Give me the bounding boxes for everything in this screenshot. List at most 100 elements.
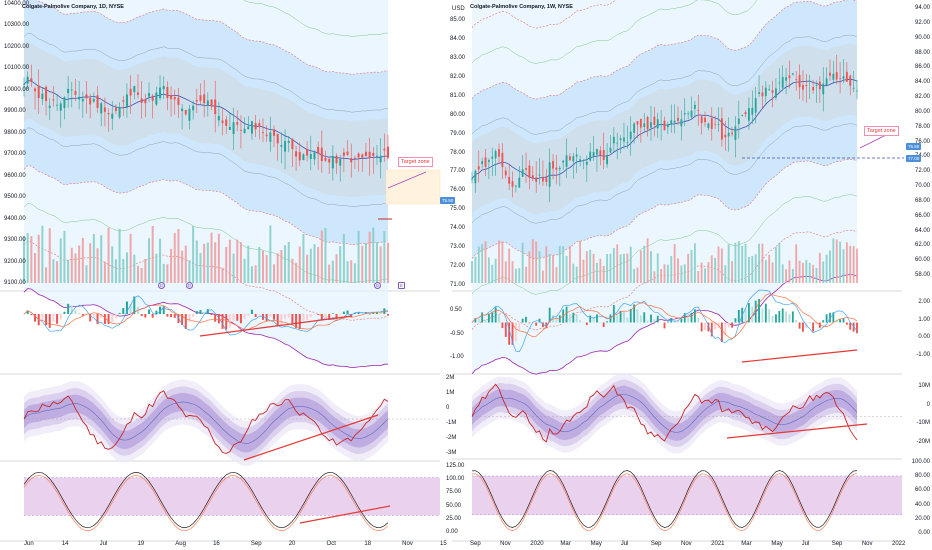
dividend-badge[interactable]: D (374, 282, 381, 289)
price-axis-label: 9300.00 (4, 237, 26, 244)
price-axis-label: 66.00 (914, 212, 930, 219)
macd-histogram-bar (254, 314, 257, 317)
macd-histogram-bar (284, 314, 287, 320)
candle-body (89, 97, 92, 105)
volume-bar (155, 253, 158, 283)
volume-bar (67, 259, 70, 283)
volume-bar (700, 262, 703, 283)
macd-histogram-bar (795, 320, 798, 323)
candle-body (188, 108, 191, 121)
candle-body (357, 153, 360, 158)
candle-body (342, 152, 345, 156)
time-axis-label: 2021 (711, 541, 725, 547)
macd-histogram-bar (41, 314, 44, 320)
candle-body (768, 89, 771, 91)
time-axis-label: 14 (61, 541, 69, 547)
candle-body (565, 155, 568, 167)
macd-histogram-bar (313, 314, 316, 315)
macd-histogram-bar (474, 318, 477, 323)
left-chart-canvas[interactable] (0, 0, 450, 550)
divergence-line-macd (199, 315, 353, 337)
volume-bar (795, 244, 798, 283)
candle-body (474, 170, 477, 184)
candle-body (623, 137, 625, 142)
price-axis-label: 10000.00 (4, 86, 30, 93)
macd-histogram-bar (280, 314, 283, 326)
price-axis-label: 83.00 (450, 54, 466, 61)
volume-bar (626, 253, 629, 283)
volume-bar (481, 244, 484, 283)
macd-histogram-bar (666, 321, 669, 323)
volume-bar (206, 242, 209, 283)
volume-bar (372, 227, 375, 283)
right-chart-canvas[interactable] (452, 0, 932, 550)
envelope-band-upper (471, 34, 858, 135)
volume-bar (107, 227, 110, 283)
volume-bar (236, 239, 239, 283)
price-axis-label: 81.00 (450, 92, 466, 99)
candle-body (633, 123, 636, 133)
dividend-badge[interactable]: D (186, 282, 193, 289)
volume-bar (269, 225, 272, 283)
dividend-badge[interactable]: D (158, 282, 165, 289)
volume-bar (704, 268, 706, 283)
volume-bar (832, 238, 835, 283)
macd-histogram-bar (339, 314, 342, 315)
divergence-line-stochastic (299, 505, 391, 524)
macd-histogram-bar (477, 318, 480, 323)
envelope-band-lower (23, 288, 388, 369)
macd-histogram-bar (565, 306, 568, 323)
time-axis-label: 16 (213, 541, 220, 547)
candle-body (107, 113, 110, 115)
left-chart-panel[interactable]: Colgate-Palmolive Company, 1D, NYSE 1040… (0, 0, 464, 550)
macd-histogram-bar (335, 314, 338, 320)
price-axis-label: 84.00 (914, 79, 930, 86)
candle-body (666, 124, 669, 127)
volume-bar (320, 230, 323, 283)
volume-bar (639, 250, 642, 283)
macd-histogram-bar (690, 312, 693, 323)
right-price-tag-secondary: 77.00 (906, 155, 922, 162)
volume-bar (636, 267, 639, 283)
volume-bar (781, 264, 784, 283)
volume-bar (331, 260, 334, 283)
volume-bar (217, 233, 220, 283)
macd-histogram-bar (616, 314, 619, 323)
price-axis-label: 73.00 (450, 244, 466, 251)
candle-body (761, 92, 764, 97)
volume-bar (835, 239, 838, 283)
candle-body (731, 132, 733, 135)
stochastic-axis-label: 100.00 (911, 459, 930, 465)
volume-bar (531, 239, 534, 283)
candle-body (81, 98, 84, 102)
candle-body (302, 154, 305, 160)
pvt-line (471, 383, 858, 443)
macd-histogram-bar (247, 314, 250, 316)
volume-bar (192, 226, 195, 283)
macd-histogram-bar (92, 314, 95, 317)
macd-histogram-bar (199, 310, 202, 314)
macd-histogram-bar (177, 314, 180, 324)
volume-bar (232, 253, 235, 283)
candle-body (822, 83, 825, 95)
candle-body (203, 94, 206, 104)
volume-bar (30, 236, 33, 283)
macd-histogram-bar (663, 322, 666, 329)
volume-bar (357, 230, 360, 283)
macd-histogram-bar (188, 314, 191, 322)
volume-bar (243, 258, 246, 283)
earnings-flag[interactable]: E (398, 282, 405, 289)
right-chart-panel[interactable]: Colgate-Palmolive Company, 1W, NYSE USD … (450, 0, 932, 550)
volume-bar (808, 262, 811, 283)
candle-body (646, 117, 649, 130)
macd-histogram-bar (845, 322, 848, 325)
envelope-band-lower (471, 194, 858, 295)
price-axis-label: 76.00 (914, 138, 930, 145)
candle-body (22, 84, 26, 85)
volume-bar (542, 270, 544, 283)
macd-histogram-bar (731, 322, 733, 328)
macd-histogram-bar (575, 314, 578, 323)
candle-body (170, 94, 173, 100)
candle-body (626, 141, 629, 143)
candle-body (636, 121, 639, 125)
